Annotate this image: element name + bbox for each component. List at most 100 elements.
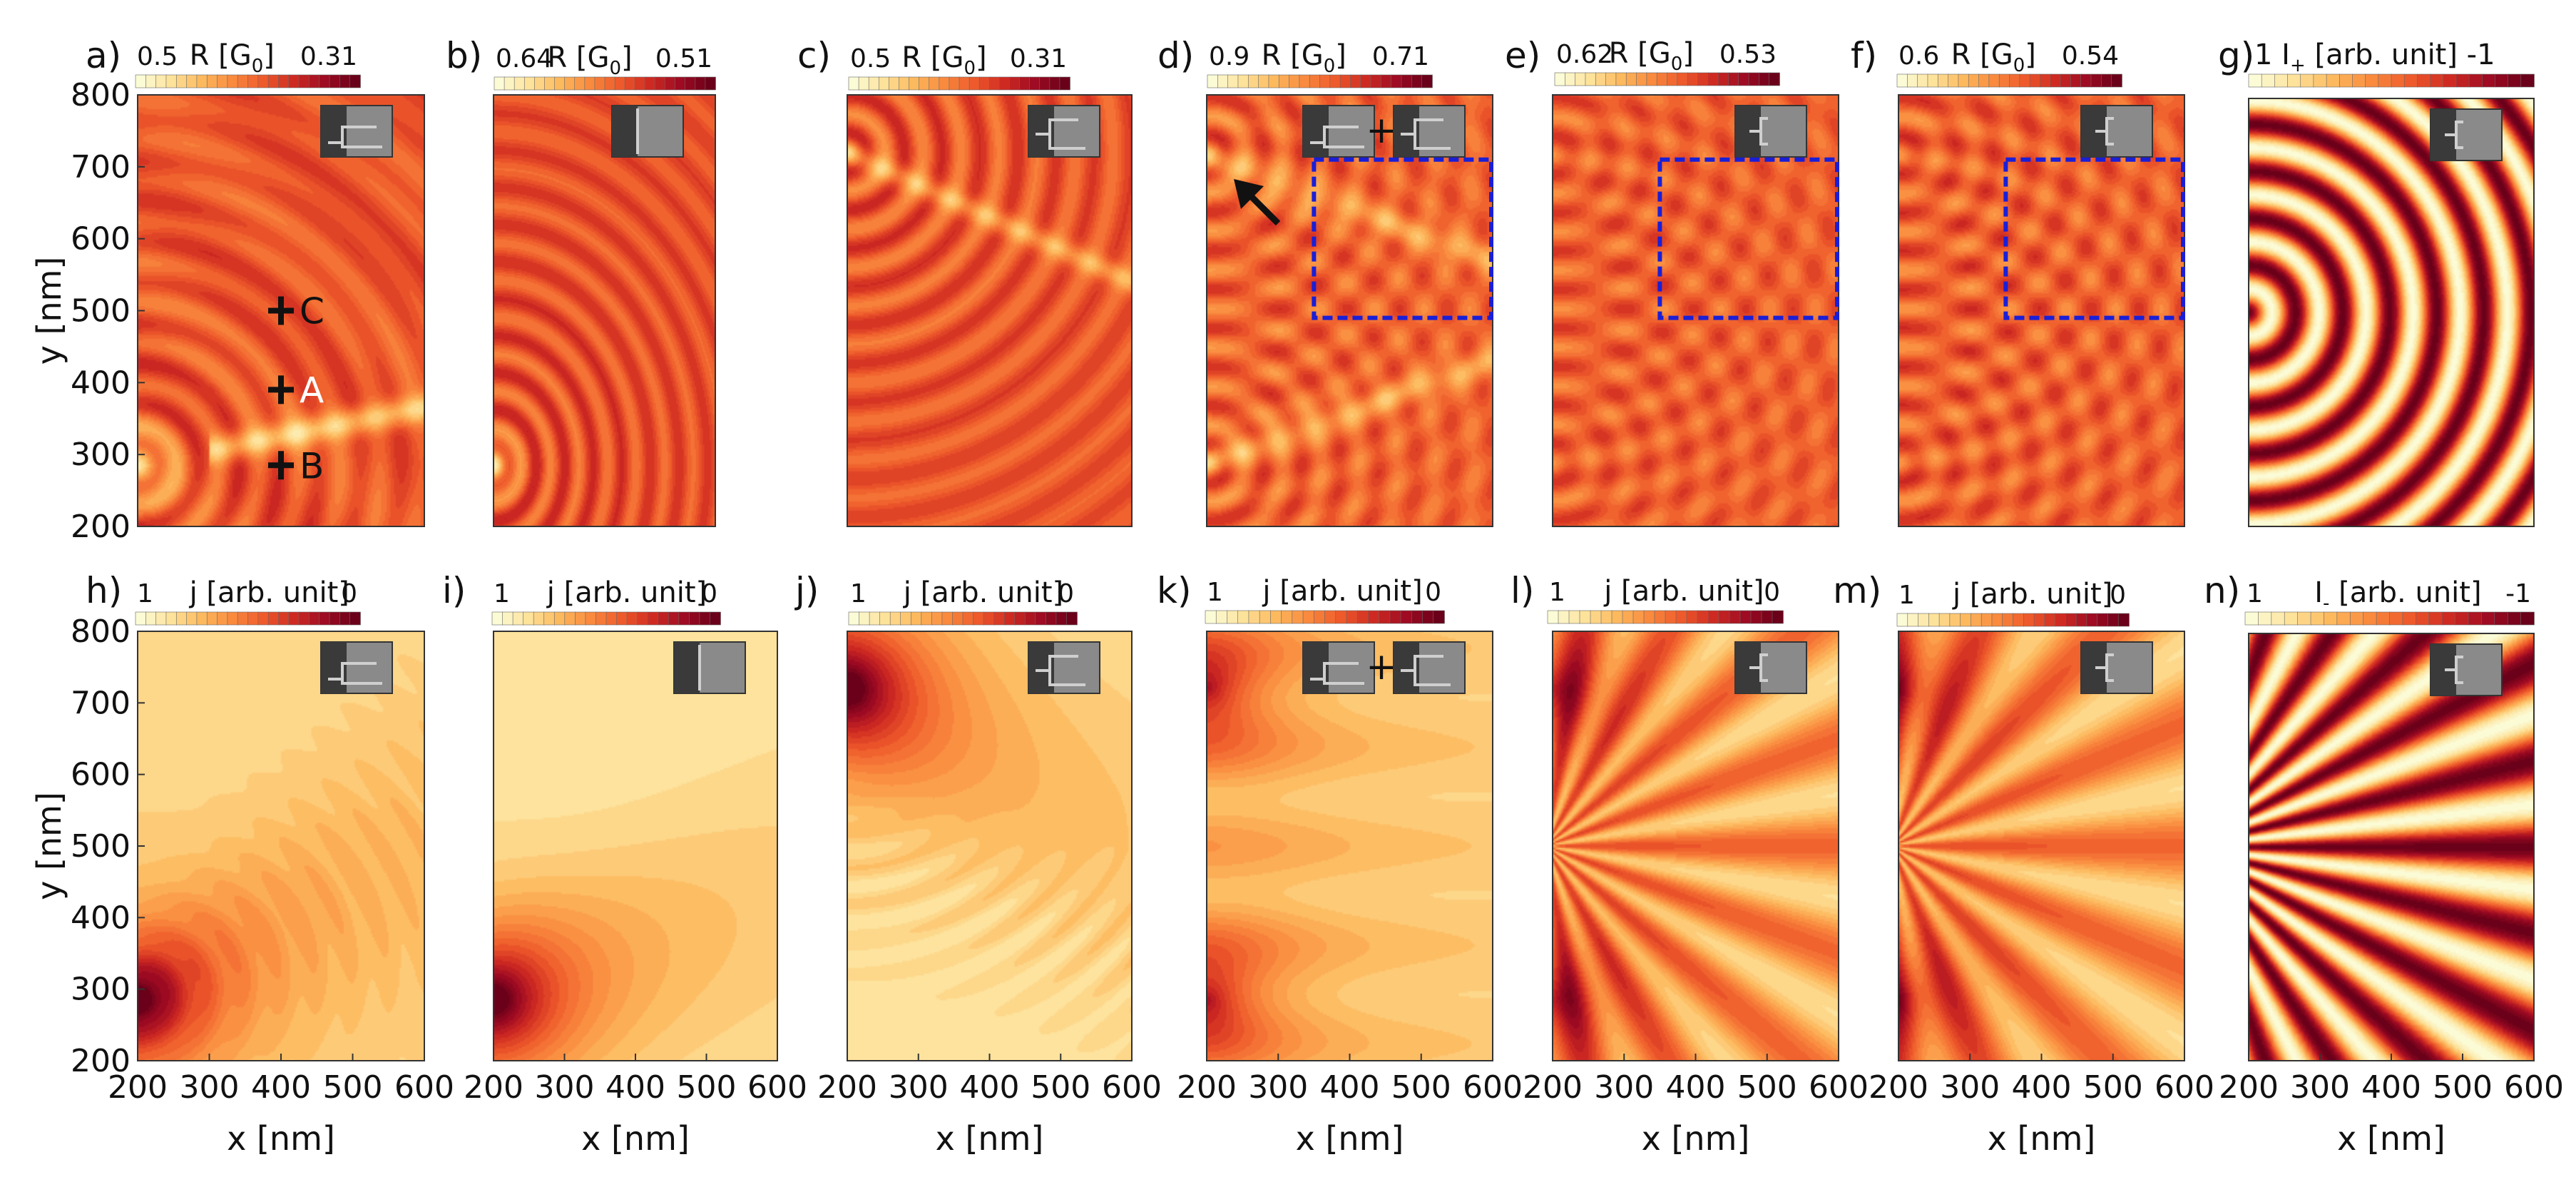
panel-n: n) 1 -1 I- [arb. unit] 200 300 400 500 600 x [nm] bbox=[2204, 570, 2564, 1158]
colorbar-segment bbox=[267, 611, 280, 626]
colorbar-a: 0.5 0.31 R [G0] bbox=[135, 39, 361, 88]
colorbar-segment bbox=[1697, 610, 1709, 624]
colorbar-max-label: 0 bbox=[1058, 579, 1074, 608]
colorbar-segment bbox=[2468, 611, 2483, 626]
colorbar-segment bbox=[868, 76, 880, 91]
colorbar-segment bbox=[973, 611, 984, 626]
colorbar-segment bbox=[889, 611, 901, 626]
panel-d: d) 0.9 0.71 R [G0] + bbox=[1157, 35, 1493, 527]
colorbar-segment bbox=[1600, 610, 1612, 624]
colorbar-segment bbox=[1029, 76, 1041, 91]
colorbar-min-label: 1 bbox=[494, 579, 510, 608]
colorbar-segment bbox=[699, 611, 711, 626]
panel-letter-a: a) bbox=[86, 35, 121, 76]
colorbar-segment bbox=[1948, 73, 1959, 88]
colorbar-segment bbox=[2065, 613, 2077, 627]
panel-j: j) 1 0j [arb. unit] 200 300 400 500 600 x [nm] bbox=[794, 570, 1162, 1158]
colorbar-max-label: 0.53 bbox=[1719, 40, 1777, 69]
y-tick-label: 800 bbox=[71, 77, 131, 113]
colorbar-segment bbox=[145, 611, 157, 626]
colorbar-segment bbox=[2080, 73, 2092, 88]
x-tick-label: 400 bbox=[2012, 1069, 2072, 1106]
x-tick-label: 600 bbox=[1102, 1069, 1162, 1106]
colorbar-min-label: 0.5 bbox=[850, 44, 891, 73]
colorbar-segment bbox=[665, 76, 676, 91]
colorbar-segment bbox=[1978, 73, 1990, 88]
heatmap-k bbox=[1207, 631, 1493, 1061]
colorbar-segment bbox=[1718, 610, 1730, 624]
device-schematic-icon bbox=[1028, 641, 1100, 694]
axes-frame-c bbox=[847, 94, 1133, 527]
marker-B: B bbox=[268, 445, 324, 486]
colorbar-segment bbox=[2297, 611, 2311, 626]
colorbar-segment bbox=[135, 611, 147, 626]
colorbar-segment bbox=[1299, 74, 1310, 88]
colorbar-segment bbox=[1968, 73, 1980, 88]
colorbar-segment bbox=[1769, 72, 1780, 86]
colorbar-segment bbox=[1227, 610, 1239, 624]
colorbar-segment bbox=[2428, 611, 2443, 626]
colorbar-segment bbox=[1907, 613, 1919, 627]
colorbar-segment bbox=[1739, 610, 1752, 624]
axes-frame-g bbox=[2248, 98, 2535, 527]
colorbar-segment bbox=[2107, 613, 2120, 627]
panel-letter-f: f) bbox=[1851, 35, 1877, 76]
heatmap-g bbox=[2249, 98, 2534, 526]
x-tick-label: 400 bbox=[251, 1069, 311, 1106]
colorbar-segment bbox=[596, 611, 607, 626]
colorbar-segment bbox=[339, 74, 351, 88]
colorbar-segment bbox=[1988, 73, 2000, 88]
colorbar-title: 1 I+ [arb. unit] -1 bbox=[2254, 39, 2495, 76]
colorbar-segment bbox=[534, 76, 546, 91]
colorbar-segment bbox=[983, 611, 995, 626]
x-tick-label: 600 bbox=[1809, 1069, 1869, 1106]
x-tick-label: 600 bbox=[1463, 1069, 1523, 1106]
heatmap-j bbox=[847, 631, 1132, 1061]
colorbar-segment bbox=[504, 76, 515, 91]
x-tick-label: 500 bbox=[1031, 1069, 1090, 1106]
colorbar-segment bbox=[2455, 73, 2470, 88]
colorbar-segment bbox=[1309, 74, 1321, 88]
colorbar-segment bbox=[512, 611, 524, 626]
colorbar-segment bbox=[2339, 73, 2353, 88]
colorbar-segment bbox=[2013, 613, 2025, 627]
colorbar-segment bbox=[298, 611, 310, 626]
heatmap-e bbox=[1553, 95, 1839, 526]
colorbar-segment bbox=[237, 611, 249, 626]
colorbar-segment bbox=[1579, 610, 1591, 624]
heatmap-l bbox=[1553, 631, 1839, 1061]
colorbar-segment bbox=[647, 611, 659, 626]
panel-letter-e: e) bbox=[1505, 35, 1540, 76]
colorbar-segment bbox=[319, 74, 330, 88]
colorbar-segment bbox=[1558, 610, 1570, 624]
colorbar-segment bbox=[1215, 610, 1228, 624]
colorbar-segment bbox=[1268, 74, 1280, 88]
device-schematic-icon bbox=[673, 641, 746, 694]
colorbar-segment bbox=[1360, 74, 1371, 88]
colorbar-segment bbox=[1019, 76, 1031, 91]
colorbar-segment bbox=[1928, 613, 1940, 627]
colorbar-segment bbox=[1625, 72, 1637, 86]
colorbar-segment bbox=[339, 611, 351, 626]
colorbar-segment bbox=[2040, 73, 2051, 88]
colorbar-segment bbox=[889, 76, 900, 91]
colorbar-segment bbox=[1707, 610, 1719, 624]
colorbar-segment bbox=[1707, 72, 1719, 86]
colorbar-segment bbox=[574, 76, 586, 91]
colorbar-c: 0.5 0.31 R [G0] bbox=[848, 41, 1070, 91]
colorbar-segment bbox=[993, 611, 1005, 626]
x-tick-label: 200 bbox=[108, 1069, 168, 1106]
colorbar-segment bbox=[585, 611, 597, 626]
colorbar-segment bbox=[1748, 72, 1760, 86]
colorbar-segment bbox=[2244, 611, 2259, 626]
panel-letter-i: i) bbox=[442, 570, 466, 611]
colorbar-segment bbox=[1205, 610, 1217, 624]
x-tick-label: 300 bbox=[1594, 1069, 1654, 1106]
colorbar-segment bbox=[1960, 613, 1972, 627]
colorbar-max-label: 0.31 bbox=[300, 42, 357, 71]
colorbar-segment bbox=[941, 611, 954, 626]
colorbar-segment bbox=[2274, 73, 2289, 88]
colorbar-segment bbox=[859, 611, 870, 626]
x-tick-label: 300 bbox=[1940, 1069, 2000, 1106]
colorbar-segment bbox=[1278, 74, 1290, 88]
